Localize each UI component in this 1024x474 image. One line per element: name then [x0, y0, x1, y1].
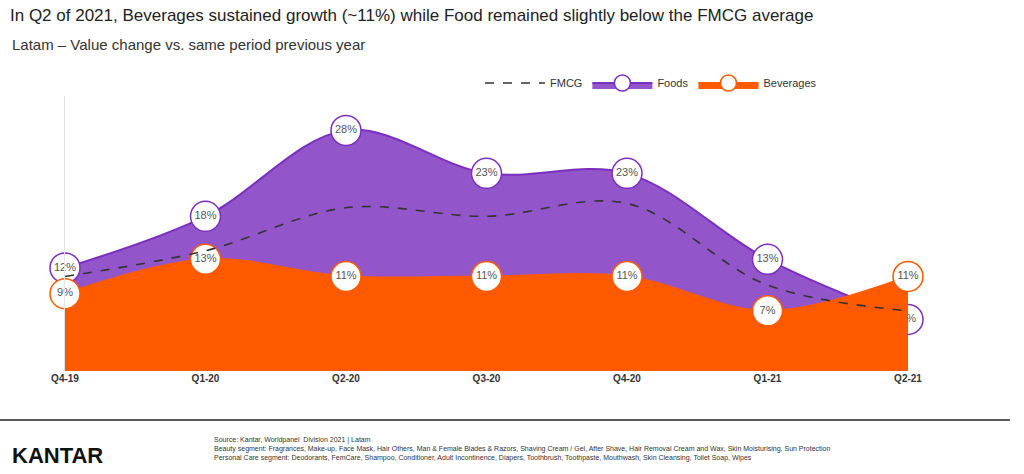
svg-text:6%: 6% — [900, 312, 916, 324]
svg-text:Q3-20: Q3-20 — [473, 373, 501, 384]
svg-text:Latam – Value change vs. same: Latam – Value change vs. same period pre… — [12, 36, 365, 53]
svg-text:13%: 13% — [756, 252, 778, 264]
svg-text:18%: 18% — [194, 209, 216, 221]
svg-text:KANTAR: KANTAR — [12, 443, 103, 468]
svg-text:12%: 12% — [54, 261, 76, 273]
svg-text:Q2-20: Q2-20 — [332, 373, 360, 384]
svg-text:Q1-21: Q1-21 — [754, 373, 782, 384]
svg-text:Source: Kantar, Worldpanel Di: Source: Kantar, Worldpanel Division 2021… — [214, 436, 371, 444]
svg-text:Q4-19: Q4-19 — [51, 373, 79, 384]
svg-text:23%: 23% — [475, 166, 497, 178]
svg-text:Foods: Foods — [657, 77, 688, 89]
svg-text:9%: 9% — [57, 286, 73, 298]
svg-text:7%: 7% — [760, 304, 776, 316]
svg-text:FMCG: FMCG — [550, 77, 582, 89]
svg-text:Beverages: Beverages — [763, 77, 816, 89]
svg-text:11%: 11% — [616, 269, 637, 281]
svg-text:Q2-21: Q2-21 — [894, 373, 922, 384]
svg-text:23%: 23% — [616, 166, 638, 178]
svg-text:In Q2 of 2021, Beverages susta: In Q2 of 2021, Beverages sustained growt… — [10, 6, 813, 25]
svg-text:Beauty segment: Fragrances, Ma: Beauty segment: Fragrances, Make-up, Fac… — [214, 445, 830, 453]
svg-text:Personal Care segment: Deodora: Personal Care segment: Deodorants, FemCa… — [214, 454, 752, 462]
svg-text:13%: 13% — [194, 252, 216, 264]
svg-text:28%: 28% — [335, 123, 357, 135]
svg-text:Q4-20: Q4-20 — [613, 373, 641, 384]
svg-text:11%: 11% — [476, 269, 497, 281]
svg-text:11%: 11% — [897, 269, 918, 281]
svg-text:11%: 11% — [335, 269, 356, 281]
svg-text:Q1-20: Q1-20 — [192, 373, 220, 384]
